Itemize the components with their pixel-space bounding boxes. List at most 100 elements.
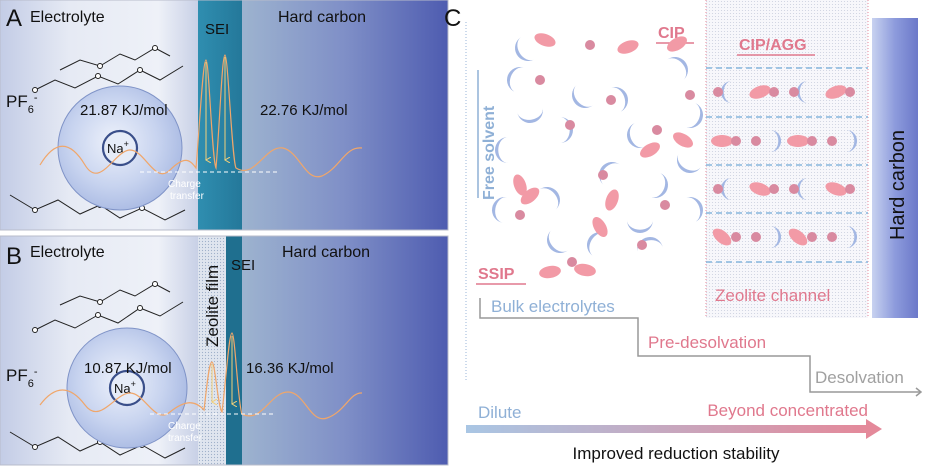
anion <box>788 228 808 246</box>
beyond-concentrated-label: Beyond concentrated <box>707 401 868 420</box>
hard-carbon-bar <box>872 18 918 318</box>
solvent-molecule <box>685 102 703 128</box>
solvent-molecule <box>770 225 782 249</box>
charge-transfer-label: Charge <box>168 179 201 190</box>
solvent-molecule <box>770 129 782 153</box>
na-ion <box>807 232 817 242</box>
solvent-molecule <box>677 153 702 173</box>
solvation-structures <box>492 33 858 279</box>
na-ion <box>807 136 817 146</box>
anion <box>787 135 809 147</box>
anion <box>749 85 771 99</box>
na-ion <box>585 40 595 50</box>
solvent-molecule <box>492 197 508 223</box>
solvent-molecule <box>495 137 508 163</box>
improved-stability-label: Improved reduction stability <box>573 444 780 463</box>
channel-dividers <box>706 67 868 263</box>
solvent-chain <box>34 65 184 91</box>
na-ion <box>789 87 799 97</box>
na-ion <box>652 125 662 135</box>
anion <box>539 265 561 279</box>
energy-left-label: 21.87 KJ/mol <box>80 102 168 119</box>
anion <box>617 40 639 54</box>
cip-agg-label: CIP/AGG <box>739 37 807 54</box>
svg-text:transfer: transfer <box>168 433 203 444</box>
concentration-arrow <box>466 425 868 433</box>
zeolite-film-label: Zeolite film <box>203 265 222 347</box>
panel-b: B Electrolyte Zeolite film SEI Hard carb… <box>0 235 449 466</box>
na-ion <box>751 136 761 146</box>
energy-left-label: 10.87 KJ/mol <box>84 360 172 377</box>
panel-a-letter: A <box>6 5 22 32</box>
pre-desolvation-label: Pre-desolvation <box>648 333 766 352</box>
anion <box>673 132 693 148</box>
solvent-molecule <box>587 232 607 257</box>
hard-carbon-label: Hard carbon <box>887 130 909 240</box>
pf6-anion-label: PF6- <box>6 92 38 116</box>
solvent-molecule <box>572 85 594 108</box>
na-ion <box>606 95 616 105</box>
solvent-molecule <box>720 80 732 104</box>
sodium-ion <box>101 129 139 167</box>
solvent-molecule <box>610 87 628 113</box>
anion <box>749 182 771 196</box>
solvent-molecule <box>846 129 858 153</box>
panel-a: A Electrolyte SEI Hard carbon Na+ 21.87 … <box>0 0 449 231</box>
na-ion <box>713 184 723 194</box>
electrolyte-label: Electrolyte <box>30 9 105 26</box>
na-ion <box>713 87 723 97</box>
anion <box>825 182 847 196</box>
panel-c: C Hard carbon Free solvent CIP CIP/AGG S… <box>444 0 923 463</box>
na-ion <box>827 136 837 146</box>
anion <box>520 187 540 205</box>
solvent-molecule <box>517 107 543 123</box>
zeolite-channel-region <box>706 0 868 318</box>
charge-transfer-label: Charge <box>168 421 201 432</box>
na-ion <box>845 87 855 97</box>
na-ion <box>567 257 577 267</box>
energy-profile-curve <box>39 54 363 178</box>
hard-carbon-label: Hard carbon <box>282 244 370 261</box>
hard-carbon-region <box>242 0 448 230</box>
solvent-molecule <box>796 80 808 104</box>
anion <box>605 189 619 211</box>
na-ion <box>845 184 855 194</box>
na-ion <box>515 210 525 220</box>
electrolyte-label: Electrolyte <box>30 244 105 261</box>
na-ion <box>751 232 761 242</box>
na-ion <box>660 200 670 210</box>
anion <box>574 263 596 277</box>
panel-b-letter: B <box>6 243 22 270</box>
energy-right-label: 16.36 KJ/mol <box>246 360 334 377</box>
dilute-label: Dilute <box>478 403 521 422</box>
na-ion <box>731 136 741 146</box>
na-ion <box>769 184 779 194</box>
pf6-anion-label: PF6- <box>6 366 38 390</box>
svg-text:Na+: Na+ <box>107 139 129 156</box>
anion <box>592 217 608 237</box>
solvent-molecule <box>685 197 703 223</box>
svg-text:Na+: Na+ <box>114 379 136 396</box>
solvent-molecule <box>650 172 668 198</box>
solvent-molecule <box>507 67 525 93</box>
free-solvent-label: Free solvent <box>481 105 498 200</box>
solvent-molecule <box>547 230 569 253</box>
energy-profile-curve <box>39 332 363 420</box>
svg-text:transfer: transfer <box>170 191 205 202</box>
na-ion <box>769 87 779 97</box>
bulk-electrolytes-label: Bulk electrolytes <box>491 297 615 316</box>
desolvation-staircase <box>479 298 920 393</box>
na-ion <box>598 170 608 180</box>
zeolite-channel-label: Zeolite channel <box>715 286 830 305</box>
solvent-molecule <box>538 187 560 210</box>
sei-region <box>226 236 242 465</box>
solvent-molecule <box>846 225 858 249</box>
na-ion <box>565 120 575 130</box>
na-ion <box>827 232 837 242</box>
na-ion <box>789 184 799 194</box>
panel-c-letter: C <box>444 5 461 32</box>
zeolite-film-region <box>198 236 226 465</box>
desolvation-label: Desolvation <box>815 368 904 387</box>
solvent-chain <box>34 301 184 331</box>
